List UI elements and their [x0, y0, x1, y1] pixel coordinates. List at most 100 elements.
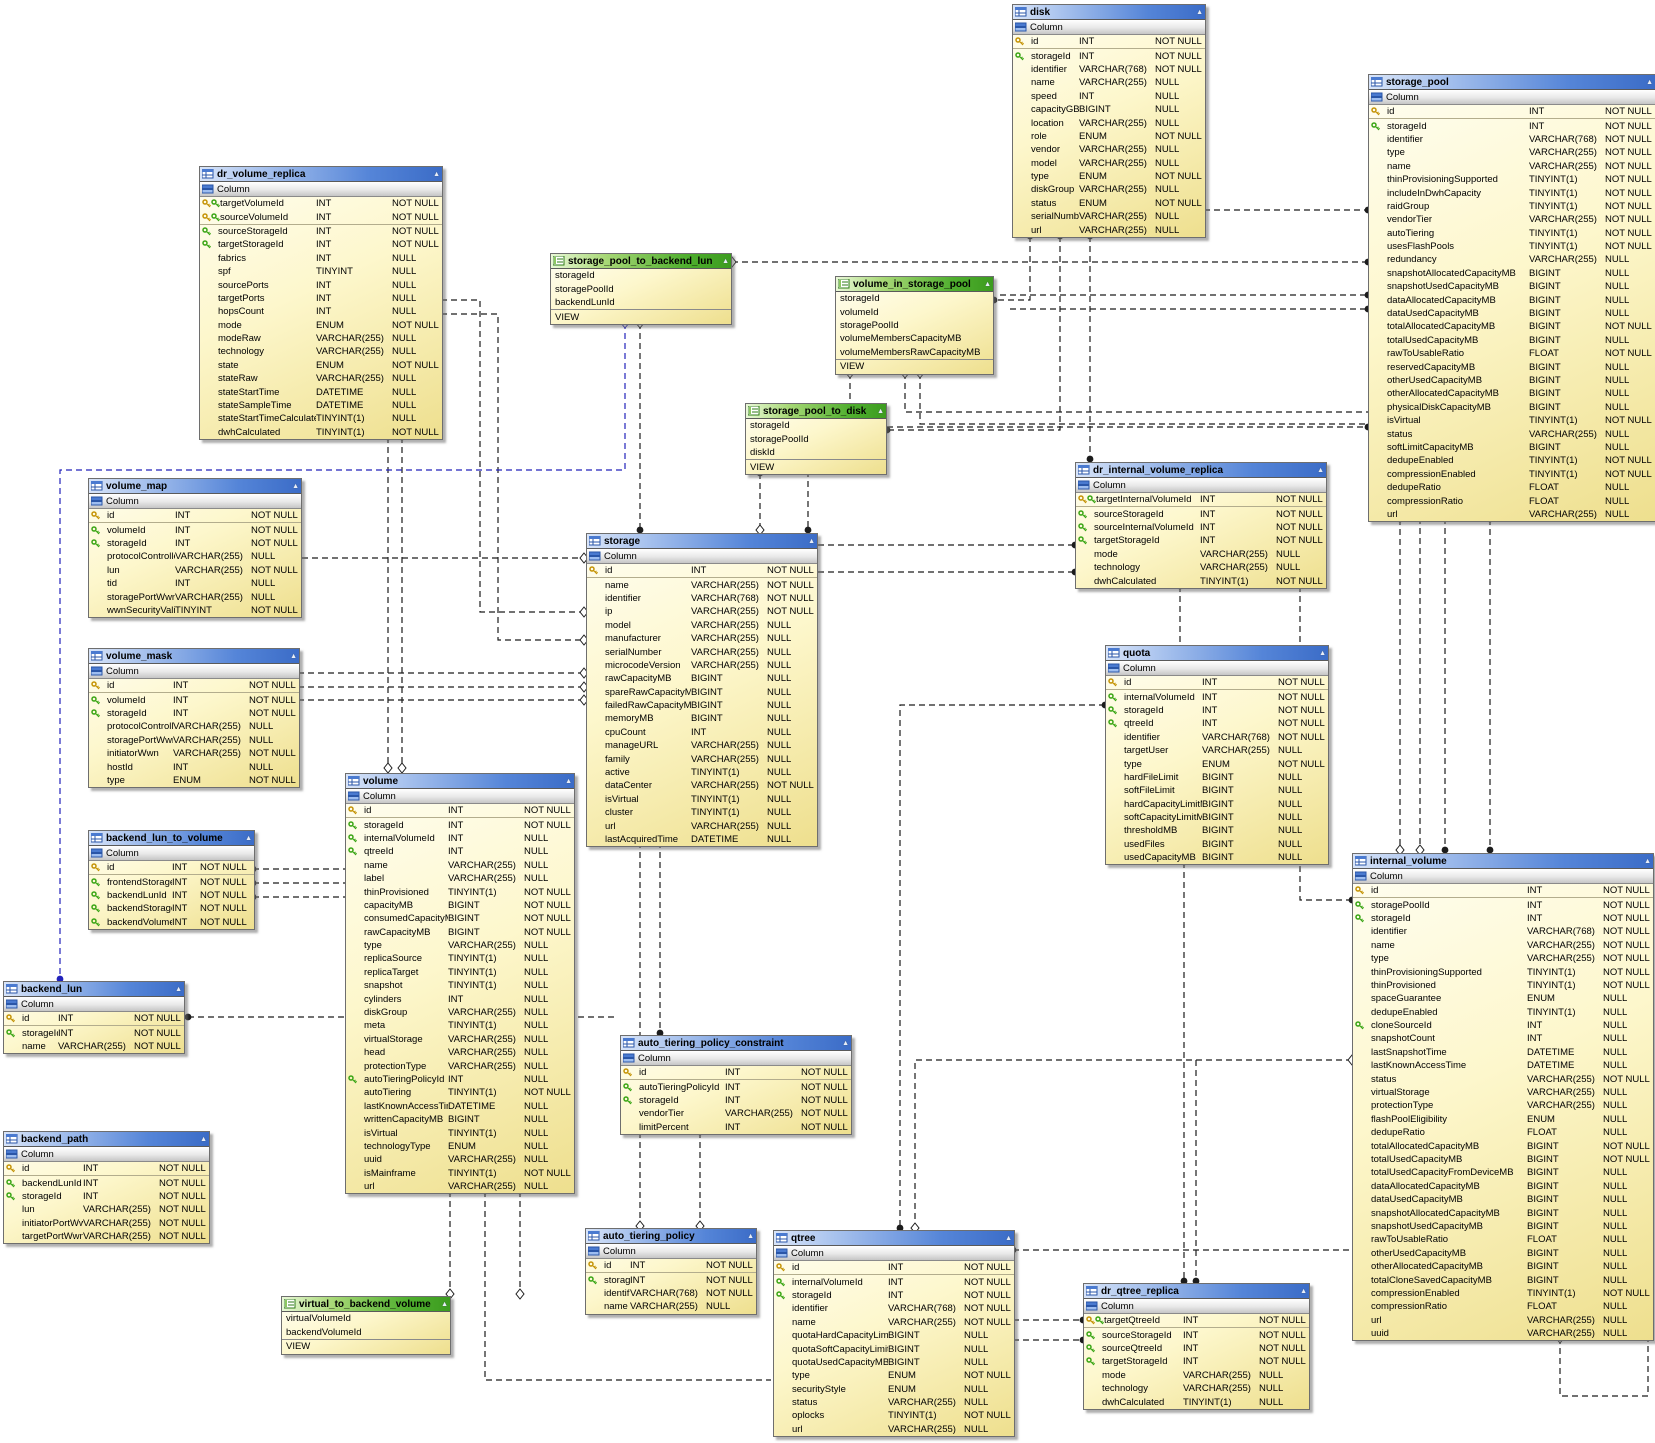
column-row[interactable]: physicalDiskCapacityMB BIGINT NULL: [1369, 401, 1655, 414]
column-row[interactable]: family VARCHAR(255) NULL: [587, 752, 817, 765]
entity-storage_pool[interactable]: storage_pool ▲ Column id INT NOT NULL storageI…: [1368, 74, 1655, 523]
entity-quota[interactable]: quota ▲ Column id INT NOT NULL internalVolumeI…: [1105, 645, 1329, 866]
column-row[interactable]: type ENUM NOT NULL: [774, 1369, 1014, 1382]
column-row[interactable]: lastSnapshotTime DATETIME NULL: [1353, 1046, 1653, 1059]
entity-volume_mask[interactable]: volume_mask ▲ Column id INT NOT NULL volumeId I…: [88, 648, 300, 789]
view-field-row[interactable]: storageId: [551, 269, 731, 282]
view-field-row[interactable]: volumeMembersRawCapacityMB: [836, 346, 993, 359]
column-row[interactable]: failedRawCapacityMB BIGINT NULL: [587, 699, 817, 712]
column-row[interactable]: compressionRatio FLOAT NULL: [1369, 494, 1655, 507]
column-row[interactable]: volumeId INT NOT NULL: [89, 523, 301, 536]
column-row[interactable]: initiatorPortWwnVARCHAR(255) NOT NULL: [4, 1217, 209, 1230]
entity-title-bar[interactable]: dr_volume_replica ▲: [200, 167, 442, 182]
column-row[interactable]: stateStartTime DATETIME NULL: [200, 385, 442, 398]
column-row[interactable]: dedupeEnabled TINYINT(1) NULL: [1353, 1006, 1653, 1019]
column-row[interactable]: lun VARCHAR(255) NOT NULL: [4, 1203, 209, 1216]
column-row[interactable]: speed INT NULL: [1013, 90, 1205, 103]
collapse-icon[interactable]: ▲: [1196, 8, 1203, 16]
column-row[interactable]: securityStyle ENUM NULL: [774, 1383, 1014, 1396]
column-row[interactable]: url VARCHAR(255) NULL: [587, 819, 817, 832]
collapse-icon[interactable]: ▲: [1319, 649, 1326, 657]
column-row[interactable]: isVirtual TINYINT(1) NULL: [587, 793, 817, 806]
column-row[interactable]: type VARCHAR(255) NOT NULL: [1369, 146, 1655, 159]
column-row[interactable]: serialNumber VARCHAR(255) NULL: [587, 645, 817, 658]
view-field-row[interactable]: storagePoolId: [746, 432, 886, 445]
collapse-icon[interactable]: ▲: [175, 985, 182, 993]
column-row[interactable]: volumeId INT NOT NULL: [89, 693, 299, 706]
column-row[interactable]: dataCenter VARCHAR(255) NOT NULL: [587, 779, 817, 792]
column-row[interactable]: diskGroup VARCHAR(255) NULL: [1013, 183, 1205, 196]
column-row[interactable]: technology VARCHAR(255) NULL: [1076, 561, 1326, 574]
column-row[interactable]: rawToUsableRatio FLOAT NOT NULL: [1369, 347, 1655, 360]
entity-title-bar[interactable]: volume_map ▲: [89, 479, 301, 494]
column-row[interactable]: tid INT NULL: [89, 577, 301, 590]
column-row[interactable]: snapshotUsedCapacityMB BIGINT NULL: [1353, 1220, 1653, 1233]
column-row[interactable]: id INT NOT NULL: [89, 679, 299, 694]
entity-title-bar[interactable]: storage_pool_to_disk ▲: [746, 404, 886, 419]
column-row[interactable]: internalVolumeId INT NULL: [346, 832, 574, 845]
column-row[interactable]: name VARCHAR(255) NULL: [346, 859, 574, 872]
entity-title-bar[interactable]: storage_pool_to_backend_lun ▲: [551, 254, 731, 269]
column-row[interactable]: rawCapacityMB BIGINT NOT NULL: [346, 926, 574, 939]
column-row[interactable]: sourceStorageId INT NOT NULL: [1084, 1328, 1309, 1341]
column-row[interactable]: id INT NOT NULL: [89, 861, 254, 876]
entity-auto_tiering_policy_constraint[interactable]: auto_tiering_policy_constraint ▲ Column id I…: [620, 1035, 852, 1135]
column-row[interactable]: spareRawCapacityMB BIGINT NULL: [587, 686, 817, 699]
entity-backend_lun[interactable]: backend_lun ▲ Column id INT NOT NULL storageId…: [3, 981, 185, 1055]
column-row[interactable]: technology VARCHAR(255) NULL: [1084, 1382, 1309, 1395]
column-row[interactable]: storagePoolId INT NOT NULL: [1353, 898, 1653, 911]
column-row[interactable]: otherUsedCapacityMB BIGINT NULL: [1369, 374, 1655, 387]
column-row[interactable]: capacityMB BIGINT NOT NULL: [346, 899, 574, 912]
column-row[interactable]: status VARCHAR(255) NULL: [774, 1396, 1014, 1409]
column-row[interactable]: writtenCapacityMB BIGINT NULL: [346, 1113, 574, 1126]
collapse-icon[interactable]: ▲: [565, 777, 572, 785]
column-row[interactable]: technologyType ENUM NULL: [346, 1140, 574, 1153]
entity-title-bar[interactable]: volume ▲: [346, 774, 574, 789]
collapse-icon[interactable]: ▲: [1644, 857, 1651, 865]
column-row[interactable]: microcodeVersion VARCHAR(255) NULL: [587, 659, 817, 672]
column-row[interactable]: compressionEnabled TINYINT(1) NOT NULL: [1353, 1287, 1653, 1300]
entity-title-bar[interactable]: qtree ▲: [774, 1231, 1014, 1246]
column-row[interactable]: initiatorWwn VARCHAR(255) NOT NULL: [89, 747, 299, 760]
column-row[interactable]: meta TINYINT(1) NULL: [346, 1019, 574, 1032]
column-row[interactable]: type VARCHAR(255) NULL: [346, 939, 574, 952]
column-row[interactable]: technology VARCHAR(255) NULL: [200, 345, 442, 358]
column-row[interactable]: isVirtual TINYINT(1) NOT NULL: [1369, 414, 1655, 427]
collapse-icon[interactable]: ▲: [1317, 466, 1324, 474]
column-row[interactable]: dedupeRatio FLOAT NULL: [1353, 1126, 1653, 1139]
column-row[interactable]: id INT NOT NULL: [774, 1261, 1014, 1276]
column-row[interactable]: name VARCHAR(255) NOT NULL: [4, 1040, 184, 1053]
column-row[interactable]: quotaUsedCapacityMB BIGINT NULL: [774, 1356, 1014, 1369]
column-row[interactable]: otherAllocatedCapacityMB BIGINT NULL: [1353, 1260, 1653, 1273]
column-row[interactable]: hostId INT NULL: [89, 760, 299, 773]
entity-title-bar[interactable]: volume_mask ▲: [89, 649, 299, 664]
entity-virtual_to_backend_volume[interactable]: virtual_to_backend_volume ▲ virtualVolumeI…: [281, 1296, 451, 1355]
column-row[interactable]: redundancy VARCHAR(255) NULL: [1369, 253, 1655, 266]
entity-volume_map[interactable]: volume_map ▲ Column id INT NOT NULL volumeId IN…: [88, 478, 302, 619]
column-row[interactable]: type VARCHAR(255) NOT NULL: [1353, 952, 1653, 965]
column-row[interactable]: dwhCalculated TINYINT(1) NULL: [1084, 1395, 1309, 1408]
entity-title-bar[interactable]: backend_lun ▲: [4, 982, 184, 997]
entity-volume_in_storage_pool[interactable]: volume_in_storage_pool ▲ storageId volumeId…: [835, 276, 994, 375]
column-row[interactable]: totalUsedCapacityMB BIGINT NOT NULL: [1353, 1153, 1653, 1166]
column-row[interactable]: compressionRatio FLOAT NULL: [1353, 1300, 1653, 1313]
column-row[interactable]: dataUsedCapacityMB BIGINT NULL: [1353, 1193, 1653, 1206]
column-row[interactable]: targetStorageId INT NOT NULL: [1084, 1355, 1309, 1368]
column-row[interactable]: targetQtreeId INT NOT NULL: [1084, 1314, 1309, 1329]
entity-title-bar[interactable]: backend_path ▲: [4, 1132, 209, 1147]
column-row[interactable]: internalVolumeId INT NOT NULL: [774, 1275, 1014, 1288]
column-row[interactable]: sourcePorts INT NULL: [200, 278, 442, 291]
entity-title-bar[interactable]: virtual_to_backend_volume ▲: [282, 1297, 450, 1312]
column-row[interactable]: dataAllocatedCapacityMB BIGINT NULL: [1369, 293, 1655, 306]
column-row[interactable]: cpuCount INT NULL: [587, 726, 817, 739]
column-row[interactable]: url VARCHAR(255) NULL: [1369, 508, 1655, 521]
entity-title-bar[interactable]: dr_qtree_replica ▲: [1084, 1284, 1309, 1299]
collapse-icon[interactable]: ▲: [1646, 78, 1653, 86]
entity-backend_path[interactable]: backend_path ▲ Column id INT NOT NULL backendL…: [3, 1131, 210, 1245]
column-row[interactable]: targetVolumeId INT NOT NULL: [200, 197, 442, 210]
